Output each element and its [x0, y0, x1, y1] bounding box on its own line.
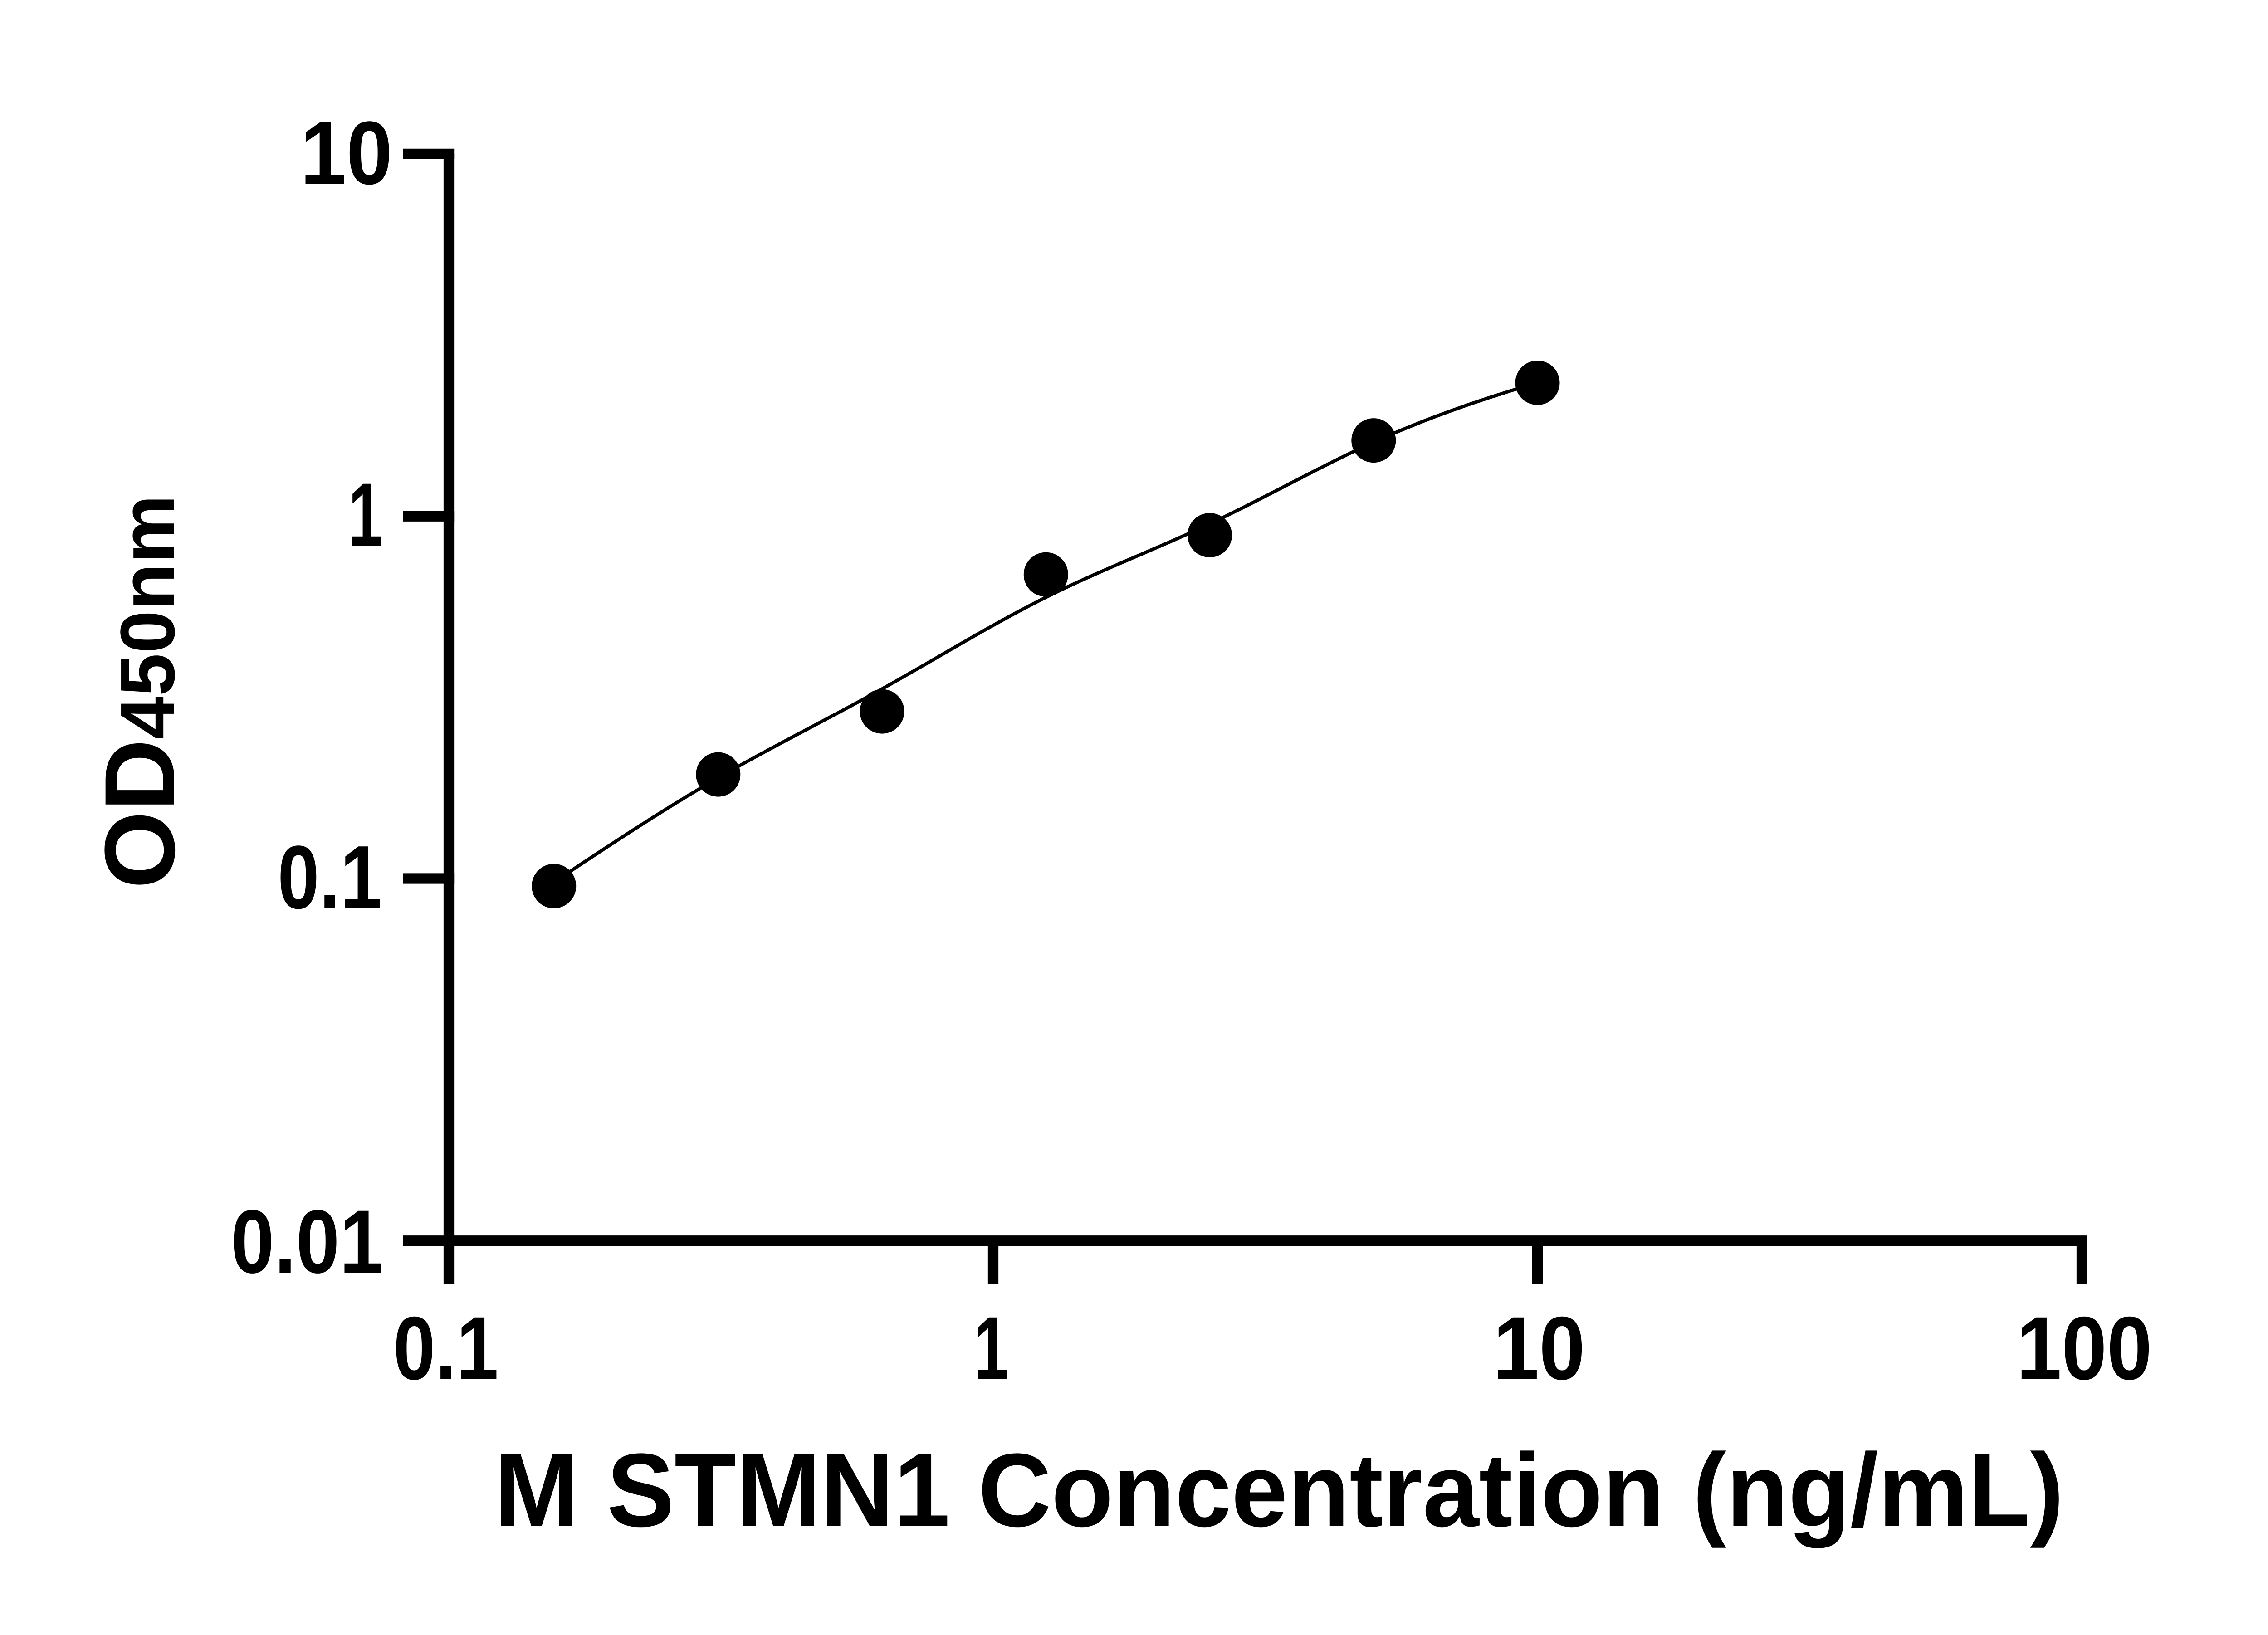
svg-text:10: 10	[300, 103, 392, 203]
svg-text:0.01: 0.01	[231, 1191, 383, 1292]
svg-text:0.1: 0.1	[393, 1298, 499, 1398]
svg-text:OD450nm: OD450nm	[84, 495, 196, 889]
svg-text:1: 1	[348, 464, 383, 565]
svg-text:1: 1	[974, 1298, 1008, 1398]
svg-text:0.1: 0.1	[278, 827, 382, 927]
svg-text:100: 100	[2017, 1298, 2152, 1398]
svg-text:M STMN1 Concentration (ng/mL): M STMN1 Concentration (ng/mL)	[494, 1432, 2064, 1548]
svg-text:10: 10	[1493, 1298, 1585, 1398]
